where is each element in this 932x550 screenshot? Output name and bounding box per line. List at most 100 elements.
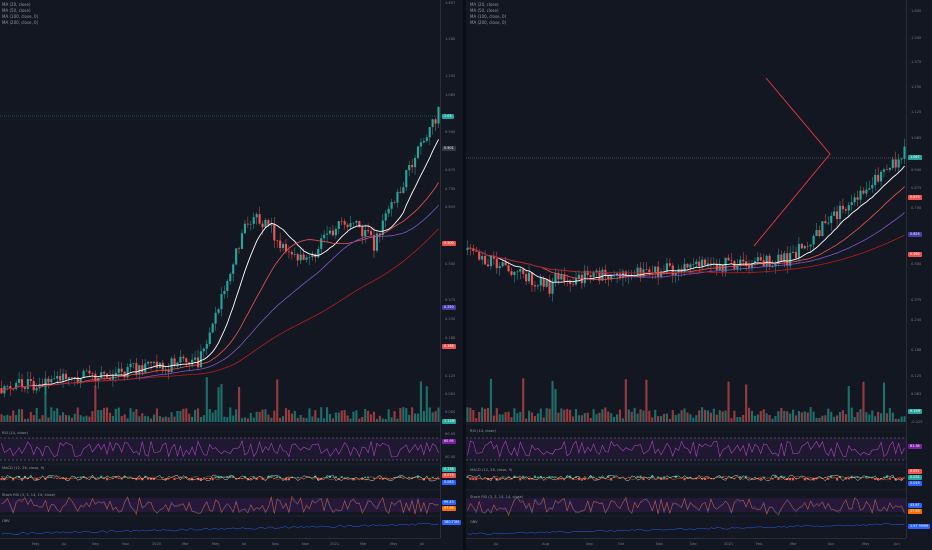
stoch-badge: 37.83	[908, 509, 922, 514]
candle-body	[794, 251, 798, 259]
candle-body	[686, 263, 689, 268]
macd-badge: 0.019	[908, 481, 922, 486]
candle-body	[560, 274, 563, 280]
month-label: Jul	[420, 542, 425, 546]
tick: 1.375	[911, 60, 922, 64]
macd-histogram-bar	[495, 478, 498, 481]
volume-bar	[525, 418, 528, 422]
volume-bar	[824, 415, 827, 422]
time-axis-right[interactable]: Jul Aug Sep Oct Nov Dec 2021 Feb Mar Apr…	[466, 538, 906, 550]
macd-histogram-bar	[361, 478, 364, 480]
volume-bar	[882, 382, 886, 422]
candle-body	[372, 234, 376, 251]
macd-histogram-bar	[803, 478, 806, 481]
month-label: May	[862, 542, 870, 546]
volume-bar	[780, 408, 783, 422]
volume-bar	[252, 417, 255, 422]
volume-bar	[396, 418, 399, 422]
price-chart-right[interactable]	[466, 0, 906, 538]
volume-bar	[739, 417, 742, 422]
candle-body	[498, 266, 501, 269]
candle-body	[894, 159, 897, 168]
chart-pane-left[interactable]: MA (20, close) MA (50, close) MA (100, c…	[0, 0, 466, 550]
volume-bar	[26, 418, 29, 422]
macd-histogram-bar	[20, 478, 24, 480]
volume-bar	[645, 379, 648, 422]
price-chart-left[interactable]	[0, 0, 440, 538]
candle-body	[23, 387, 26, 389]
volume-bar	[528, 410, 531, 422]
volume-bar	[771, 418, 774, 422]
obv-badge: 1.97 999M	[908, 524, 931, 529]
macd-histogram-bar	[138, 478, 141, 480]
volume-bar	[551, 380, 554, 422]
volume-bar	[67, 415, 70, 422]
macd-histogram-bar	[372, 478, 376, 480]
macd-histogram-bar	[12, 478, 15, 481]
candle-body	[9, 386, 12, 389]
volume-badge: 1.11M	[442, 419, 457, 424]
candle-body	[745, 261, 748, 266]
month-label: Sep	[272, 542, 279, 546]
macd-histogram-bar	[106, 478, 109, 481]
volume-bar	[891, 412, 894, 422]
volume-bar	[692, 417, 695, 422]
stoch-d-line	[1, 495, 439, 516]
volume-badge: 6.15M	[908, 409, 923, 414]
macd-histogram-bar	[504, 478, 507, 479]
macd-histogram-bar	[387, 478, 390, 479]
volume-bar	[103, 407, 106, 422]
macd-histogram-bar	[877, 478, 880, 480]
volume-bar	[370, 414, 373, 422]
candle-body	[117, 368, 120, 373]
volume-bar	[405, 408, 408, 422]
volume-bar	[173, 416, 176, 422]
volume-bar	[815, 417, 818, 422]
macd-histogram-bar	[789, 478, 792, 481]
pane-divider[interactable]	[463, 0, 467, 550]
volume-bar	[618, 409, 622, 422]
stoch-badge: 43.87	[908, 503, 922, 508]
tick: 0.188	[445, 336, 456, 340]
candle-body	[361, 227, 364, 237]
volume-bar	[196, 408, 200, 422]
volume-bar	[249, 413, 252, 422]
volume-bar	[387, 409, 390, 422]
candle-body	[76, 377, 79, 384]
volume-bar	[768, 415, 771, 422]
volume-bar	[264, 409, 267, 422]
candle-body	[73, 377, 76, 379]
volume-bar	[375, 418, 378, 422]
candle-body	[364, 230, 367, 237]
volume-bar	[323, 418, 326, 422]
volume-bar	[229, 407, 232, 422]
price-axis-right[interactable]: 1.600 1.500 1.375 1.250 1.125 1.065 0.94…	[906, 0, 932, 538]
price-axis-left[interactable]: 1.407 1.280 1.155 1.065 0.940 0.875 0.75…	[440, 0, 466, 538]
candle-body	[874, 174, 877, 185]
volume-bar	[557, 412, 560, 422]
volume-bar	[232, 415, 235, 422]
candle-body	[595, 270, 598, 273]
candle-body	[589, 275, 592, 278]
candle-body	[217, 309, 220, 313]
stoch-d-line	[467, 496, 905, 517]
candle-body	[868, 188, 871, 190]
volume-bar	[20, 409, 24, 422]
candle-body	[238, 248, 241, 249]
macd-histogram-bar	[167, 478, 170, 480]
tick: 1.600	[911, 9, 922, 13]
volume-bar	[701, 407, 704, 422]
volume-bar	[792, 409, 795, 422]
volume-bar	[18, 409, 21, 422]
volume-bar	[756, 414, 759, 422]
candle-body	[806, 246, 809, 247]
time-axis-left[interactable]: May Jul Sep Nov 2020 Mar May Jul Sep Nov…	[0, 538, 440, 550]
volume-bar	[841, 410, 844, 422]
volume-bar	[135, 409, 138, 422]
legend-ma100: MA (100, close, 0)	[2, 14, 39, 19]
chart-pane-right[interactable]: MA (20, close) MA (50, close) MA (100, c…	[466, 0, 932, 550]
candle-body	[243, 223, 246, 234]
candle-body	[126, 366, 129, 378]
candle-body	[337, 221, 340, 229]
volume-bar	[885, 413, 888, 422]
